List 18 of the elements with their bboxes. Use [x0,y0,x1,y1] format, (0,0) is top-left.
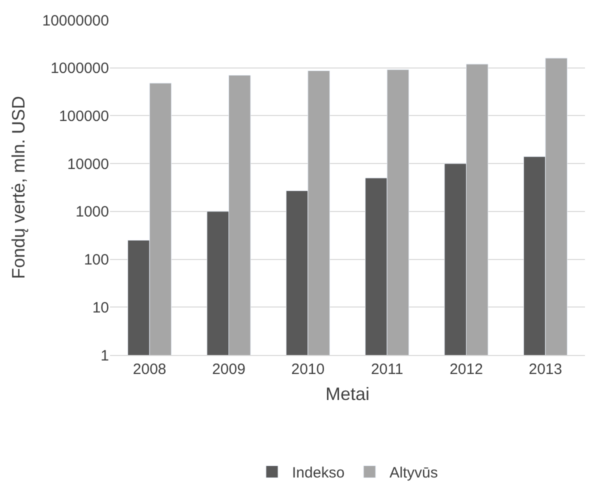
y-tick-label: 10000 [67,156,109,173]
y-tick-label: 10 [92,299,109,316]
y-tick-label: 100 [84,252,109,269]
x-tick-label: 2009 [212,361,246,378]
x-tick-label: 2010 [291,361,325,378]
legend-label: Altyvūs [390,464,438,482]
x-tick-label: 2012 [450,361,483,378]
y-tick-label: 10000000 [42,12,109,30]
y-tick-label: 1000000 [50,60,109,78]
y-tick-label: 1000 [76,204,109,221]
x-tick-label: 2013 [528,361,562,378]
legend-label: Indekso [292,464,345,482]
y-tick-label: 100000 [58,108,109,125]
x-axis-title: Metai [325,384,370,404]
y-axis-title: Fondų vertė, mln. USD [8,96,28,280]
x-tick-label: 2011 [370,361,404,378]
x-tick-label: 2008 [132,361,166,378]
y-tick-label: 1 [100,347,109,364]
